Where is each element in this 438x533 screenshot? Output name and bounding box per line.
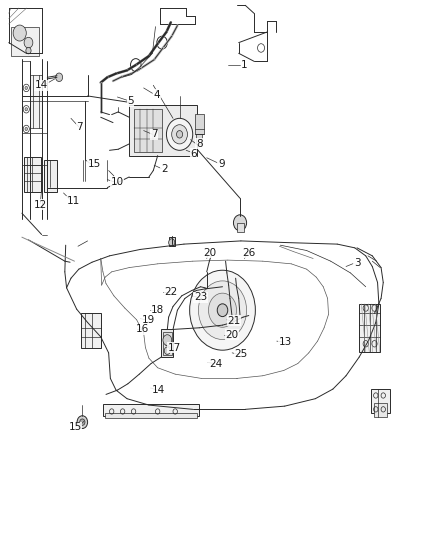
Text: 17: 17	[168, 343, 181, 352]
Text: 23: 23	[194, 293, 207, 302]
Text: 18: 18	[151, 305, 164, 315]
Text: 3: 3	[353, 259, 360, 268]
Text: 8: 8	[196, 139, 203, 149]
Text: 12: 12	[34, 200, 47, 209]
Bar	[371, 389, 390, 413]
Circle shape	[233, 215, 247, 231]
Circle shape	[177, 131, 183, 138]
Circle shape	[217, 304, 228, 317]
Circle shape	[164, 347, 170, 354]
Bar	[24, 157, 41, 192]
Text: 7: 7	[76, 122, 83, 132]
Bar	[103, 404, 199, 416]
Circle shape	[80, 419, 85, 425]
Bar	[129, 105, 197, 156]
Text: 14: 14	[35, 80, 48, 90]
Text: 16: 16	[136, 325, 149, 334]
Text: 11: 11	[67, 197, 80, 206]
Text: 1: 1	[241, 60, 248, 70]
Text: 15: 15	[88, 159, 101, 169]
Text: 5: 5	[127, 96, 134, 106]
Text: 2: 2	[161, 165, 168, 174]
Bar	[44, 160, 57, 192]
Text: 6: 6	[190, 149, 197, 158]
Bar	[11, 27, 39, 56]
Bar	[195, 114, 204, 134]
Bar	[30, 75, 42, 128]
Bar	[161, 329, 173, 357]
Circle shape	[13, 25, 26, 41]
Text: 20: 20	[226, 330, 239, 340]
Circle shape	[25, 86, 28, 90]
Text: 22: 22	[164, 287, 177, 297]
Circle shape	[25, 127, 28, 131]
Text: 24: 24	[209, 359, 222, 368]
Text: 21: 21	[228, 316, 241, 326]
Text: 15: 15	[69, 423, 82, 432]
Bar	[359, 304, 380, 352]
Circle shape	[166, 118, 193, 150]
Bar	[105, 413, 197, 418]
Bar	[169, 237, 175, 246]
Text: 4: 4	[153, 90, 160, 100]
Circle shape	[24, 37, 33, 48]
Bar	[237, 223, 244, 232]
Bar	[81, 313, 101, 348]
Circle shape	[163, 335, 172, 345]
Bar	[374, 403, 387, 417]
Text: 10: 10	[111, 177, 124, 187]
Circle shape	[190, 270, 255, 350]
Text: 13: 13	[279, 337, 292, 347]
Text: 19: 19	[141, 315, 155, 325]
Circle shape	[25, 108, 28, 111]
Text: 9: 9	[218, 159, 225, 169]
Circle shape	[172, 125, 187, 144]
Text: 26: 26	[242, 248, 255, 257]
Circle shape	[26, 47, 31, 54]
Text: 25: 25	[234, 350, 247, 359]
Text: 20: 20	[203, 248, 216, 257]
Circle shape	[208, 293, 237, 327]
Circle shape	[169, 239, 175, 246]
Bar	[196, 134, 202, 144]
Circle shape	[77, 416, 88, 429]
Circle shape	[56, 73, 63, 82]
Bar	[163, 332, 172, 355]
Text: 14: 14	[152, 385, 165, 395]
Text: 7: 7	[151, 130, 158, 139]
Bar	[134, 109, 162, 152]
Circle shape	[198, 281, 247, 340]
